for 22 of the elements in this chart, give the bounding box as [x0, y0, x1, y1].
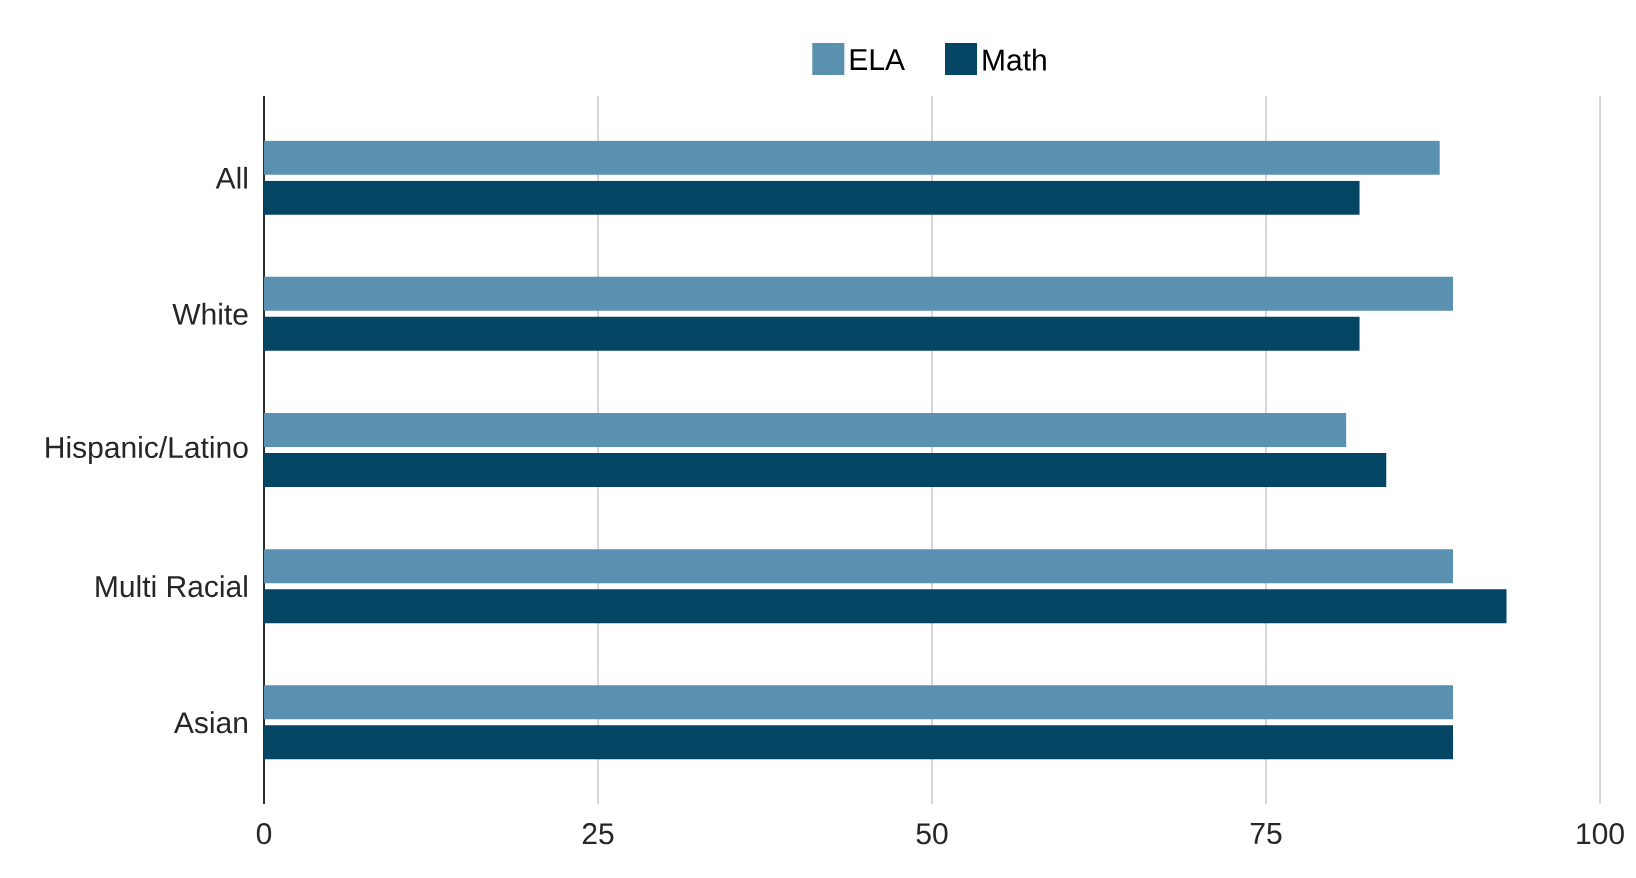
legend-label: Math: [983, 48, 1046, 71]
bar: [264, 180, 1360, 215]
x-tick-label: 0: [256, 823, 272, 845]
bar: [264, 589, 1507, 624]
bar: [264, 725, 1454, 760]
y-tick-label: Asian: [173, 711, 247, 734]
x-tick-label: 75: [1250, 823, 1282, 844]
bar: [264, 685, 1454, 720]
y-tick-label: All: [215, 166, 247, 189]
y-tick-label: White: [172, 302, 248, 325]
x-tick-label: 50: [916, 823, 948, 845]
bar: [264, 140, 1440, 175]
y-tick-label: Hispanic/Latino: [46, 436, 248, 464]
x-tick-label: 100: [1577, 823, 1624, 845]
y-tick-label: Multi Racial: [96, 575, 247, 598]
bar: [264, 549, 1454, 584]
bar: [264, 316, 1360, 351]
bar: [264, 413, 1347, 448]
legend-label: ELA: [850, 49, 905, 70]
bar: [264, 453, 1387, 488]
x-tick-label: 25: [582, 823, 614, 845]
bar: [264, 276, 1454, 311]
